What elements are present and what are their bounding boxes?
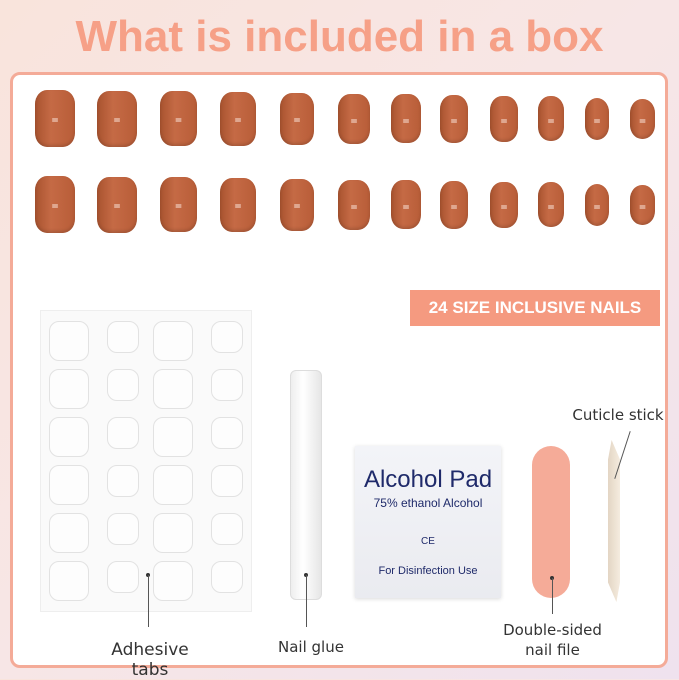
adhesive-pointer-line <box>148 575 149 627</box>
adhesive-tabs-label: Adhesive tabs <box>111 640 189 680</box>
nail-highlight: = <box>450 116 458 127</box>
press-on-nail: = <box>97 176 137 233</box>
press-on-nail: = <box>35 90 75 147</box>
press-on-nail: = <box>490 181 518 228</box>
nail-highlight: = <box>51 116 59 127</box>
adhesive-tab <box>211 513 243 545</box>
page-title: What is included in a box <box>75 12 604 61</box>
adhesive-tab <box>153 561 193 601</box>
press-on-nail: = <box>391 94 421 143</box>
press-on-nail: = <box>440 180 468 229</box>
alcohol-pad: Alcohol Pad 75% ethanol Alcohol CE For D… <box>355 446 501 598</box>
nail-highlight: = <box>174 116 183 127</box>
adhesive-tab <box>211 369 243 401</box>
press-on-nail: = <box>538 182 564 227</box>
adhesive-tab <box>153 369 193 409</box>
press-on-nail: = <box>630 98 655 139</box>
nail-highlight: = <box>500 202 508 213</box>
press-on-nail: = <box>160 177 197 232</box>
press-on-nail: = <box>585 97 609 140</box>
press-on-nail: = <box>280 92 314 145</box>
nail-highlight: = <box>293 116 301 127</box>
nail-highlight: = <box>402 202 410 213</box>
press-on-nail: = <box>391 180 421 229</box>
adhesive-tab <box>211 321 243 353</box>
adhesive-tab <box>49 561 89 601</box>
press-on-nail: = <box>538 96 564 141</box>
adhesive-tab <box>153 513 193 553</box>
nail-highlight: = <box>350 202 358 213</box>
press-on-nail: = <box>338 179 370 230</box>
ce-mark: CE <box>421 536 435 547</box>
adhesive-tab <box>153 465 193 505</box>
adhesive-tab <box>211 417 243 449</box>
nail-glue-tube <box>290 370 322 600</box>
nail-highlight: = <box>547 202 555 213</box>
cuticle-stick <box>608 440 620 602</box>
press-on-nail: = <box>280 178 314 231</box>
adhesive-tab <box>153 417 193 457</box>
nail-highlight: = <box>402 116 410 127</box>
file-pointer-line <box>552 578 553 614</box>
nail-highlight: = <box>293 202 301 213</box>
adhesive-tab <box>49 513 89 553</box>
adhesive-tab <box>49 465 89 505</box>
press-on-nail: = <box>220 91 256 146</box>
adhesive-tab <box>107 561 139 593</box>
nail-highlight: = <box>638 116 647 127</box>
press-on-nail: = <box>97 90 137 147</box>
nail-highlight: = <box>113 202 121 213</box>
nail-highlight: = <box>234 202 242 213</box>
nail-file <box>532 446 570 598</box>
press-on-nail: = <box>490 95 518 142</box>
nail-highlight: = <box>450 202 458 213</box>
glue-pointer-line <box>306 575 307 627</box>
nail-highlight: = <box>174 202 183 213</box>
nail-file-label-line1: Double-sided <box>503 621 602 639</box>
adhesive-tab <box>49 417 89 457</box>
nail-highlight: = <box>638 202 647 213</box>
nail-highlight: = <box>547 116 555 127</box>
adhesive-tab-sheet <box>40 310 252 612</box>
adhesive-tab <box>153 321 193 361</box>
adhesive-tab <box>211 465 243 497</box>
adhesive-tab <box>107 369 139 401</box>
nail-highlight: = <box>234 116 242 127</box>
adhesive-tab <box>49 321 89 361</box>
alcohol-pad-title: Alcohol Pad <box>363 466 493 493</box>
nail-glue-label: Nail glue <box>278 638 344 656</box>
nail-file-label-line2: nail file <box>525 641 580 659</box>
nail-highlight: = <box>500 116 508 127</box>
alcohol-pad-footer: For Disinfection Use <box>378 565 478 577</box>
press-on-nail: = <box>585 183 609 226</box>
nail-highlight: = <box>593 116 601 127</box>
adhesive-tab <box>107 321 139 353</box>
nail-highlight: = <box>593 202 601 213</box>
adhesive-tab <box>107 513 139 545</box>
nail-highlight: = <box>113 116 121 127</box>
press-on-nail: = <box>220 177 256 232</box>
press-on-nail: = <box>630 184 655 225</box>
cuticle-stick-label: Cuticle stick <box>572 406 664 424</box>
nail-highlight: = <box>350 116 358 127</box>
adhesive-tab <box>107 417 139 449</box>
press-on-nail: = <box>35 176 75 233</box>
press-on-nail: = <box>338 93 370 144</box>
size-badge: 24 SIZE INCLUSIVE NAILS <box>410 290 660 326</box>
adhesive-tab <box>211 561 243 593</box>
press-on-nail: = <box>440 94 468 143</box>
nail-highlight: = <box>51 202 59 213</box>
adhesive-tab <box>49 369 89 409</box>
alcohol-pad-subtitle: 75% ethanol Alcohol <box>373 496 483 510</box>
nail-file-label: Double-sided nail file <box>495 620 610 660</box>
adhesive-tab <box>107 465 139 497</box>
press-on-nail: = <box>160 91 197 146</box>
